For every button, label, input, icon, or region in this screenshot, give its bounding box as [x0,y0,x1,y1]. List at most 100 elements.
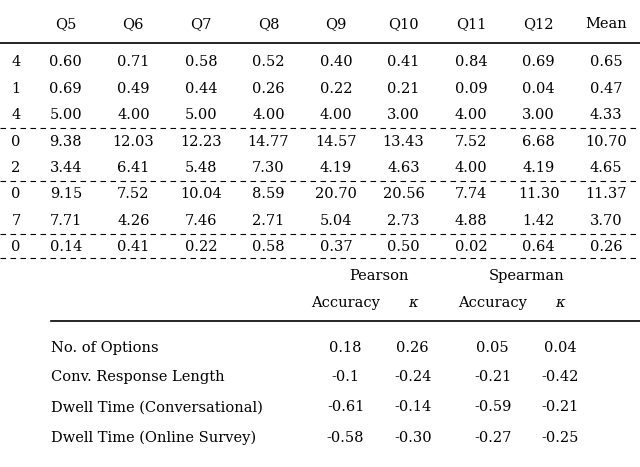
Text: 0.84: 0.84 [455,55,488,69]
Text: 20.70: 20.70 [315,187,357,201]
Text: 0.22: 0.22 [320,82,352,96]
Text: 13.43: 13.43 [383,134,424,149]
Text: Conv. Response Length: Conv. Response Length [51,369,225,383]
Text: 0.21: 0.21 [387,82,420,96]
Text: 10.04: 10.04 [180,187,222,201]
Text: 0.65: 0.65 [590,55,623,69]
Text: 0.26: 0.26 [590,240,623,254]
Text: 0.26: 0.26 [397,341,429,355]
Text: Dwell Time (Conversational): Dwell Time (Conversational) [51,400,263,414]
Text: 0.41: 0.41 [117,240,150,254]
Text: 0.04: 0.04 [522,82,555,96]
Text: Q5: Q5 [55,17,76,31]
Text: -0.25: -0.25 [541,431,579,445]
Text: 5.00: 5.00 [49,108,82,122]
Text: 0.02: 0.02 [455,240,488,254]
Text: 3.00: 3.00 [387,108,420,122]
Text: Q12: Q12 [524,17,554,31]
Text: 0.40: 0.40 [320,55,352,69]
Text: 4.00: 4.00 [117,108,150,122]
Text: κ: κ [555,296,565,310]
Text: 3.44: 3.44 [49,161,82,175]
Text: 6.68: 6.68 [522,134,555,149]
Text: No. of Options: No. of Options [51,341,159,355]
Text: 4.00: 4.00 [252,108,285,122]
Text: -0.61: -0.61 [327,400,364,414]
Text: -0.1: -0.1 [332,369,360,383]
Text: -0.59: -0.59 [474,400,511,414]
Text: 0: 0 [12,240,20,254]
Text: 14.57: 14.57 [316,134,356,149]
Text: 4.19: 4.19 [522,161,555,175]
Text: Mean: Mean [586,17,627,31]
Text: 7.52: 7.52 [117,187,150,201]
Text: -0.42: -0.42 [541,369,579,383]
Text: 7.46: 7.46 [184,214,217,228]
Text: 0.69: 0.69 [49,82,82,96]
Text: 4: 4 [12,108,20,122]
Text: 6.41: 6.41 [117,161,150,175]
Text: 0: 0 [12,134,20,149]
Text: Q8: Q8 [258,17,279,31]
Text: 0.14: 0.14 [49,240,82,254]
Text: 11.37: 11.37 [586,187,627,201]
Text: 12.03: 12.03 [113,134,154,149]
Text: 0.58: 0.58 [184,55,217,69]
Text: 4.19: 4.19 [320,161,352,175]
Text: Accuracy: Accuracy [458,296,527,310]
Text: 4.33: 4.33 [590,108,623,122]
Text: 0.60: 0.60 [49,55,82,69]
Text: 1: 1 [12,82,20,96]
Text: 0.49: 0.49 [117,82,150,96]
Text: 3.00: 3.00 [522,108,555,122]
Text: 4.00: 4.00 [320,108,352,122]
Text: 2: 2 [12,161,20,175]
Text: 3.70: 3.70 [590,214,623,228]
Text: κ: κ [408,296,418,310]
Text: 0.41: 0.41 [387,55,420,69]
Text: 4.88: 4.88 [455,214,488,228]
Text: 0.69: 0.69 [522,55,555,69]
Text: Q6: Q6 [123,17,144,31]
Text: 2.73: 2.73 [387,214,420,228]
Text: -0.30: -0.30 [394,431,431,445]
Text: -0.58: -0.58 [327,431,364,445]
Text: 4.65: 4.65 [590,161,623,175]
Text: Q10: Q10 [388,17,419,31]
Text: 12.23: 12.23 [180,134,221,149]
Text: -0.27: -0.27 [474,431,511,445]
Text: 0.71: 0.71 [117,55,150,69]
Text: 4.00: 4.00 [455,161,488,175]
Text: 9.38: 9.38 [49,134,82,149]
Text: 10.70: 10.70 [586,134,627,149]
Text: -0.21: -0.21 [541,400,579,414]
Text: 8.59: 8.59 [252,187,285,201]
Text: Accuracy: Accuracy [311,296,380,310]
Text: Q7: Q7 [190,17,212,31]
Text: 9.15: 9.15 [50,187,82,201]
Text: Pearson: Pearson [349,269,409,283]
Text: Spearman: Spearman [488,269,564,283]
Text: 0.09: 0.09 [455,82,488,96]
Text: 1.42: 1.42 [522,214,555,228]
Text: -0.24: -0.24 [394,369,431,383]
Text: 4.00: 4.00 [455,108,488,122]
Text: 0.50: 0.50 [387,240,420,254]
Text: 0.44: 0.44 [184,82,217,96]
Text: 0.47: 0.47 [590,82,623,96]
Text: 5.00: 5.00 [184,108,217,122]
Text: 7.52: 7.52 [455,134,487,149]
Text: 5.48: 5.48 [184,161,217,175]
Text: 14.77: 14.77 [248,134,289,149]
Text: 4.26: 4.26 [117,214,150,228]
Text: 0.04: 0.04 [544,341,576,355]
Text: 0.52: 0.52 [252,55,285,69]
Text: 0.58: 0.58 [252,240,285,254]
Text: 0.05: 0.05 [477,341,509,355]
Text: 0.22: 0.22 [184,240,217,254]
Text: 7.71: 7.71 [50,214,82,228]
Text: 0: 0 [12,187,20,201]
Text: Dwell Time (Online Survey): Dwell Time (Online Survey) [51,431,257,446]
Text: -0.21: -0.21 [474,369,511,383]
Text: 7: 7 [12,214,20,228]
